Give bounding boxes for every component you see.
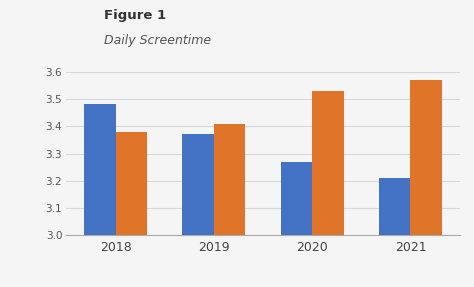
- Bar: [182, 135, 214, 287]
- Bar: [214, 124, 246, 287]
- Bar: [410, 80, 442, 287]
- Bar: [116, 132, 147, 287]
- Text: Daily Screentime: Daily Screentime: [104, 34, 211, 47]
- Bar: [281, 162, 312, 287]
- Bar: [312, 91, 344, 287]
- Bar: [379, 178, 410, 287]
- Text: Figure 1: Figure 1: [104, 9, 166, 22]
- Bar: [84, 104, 116, 287]
